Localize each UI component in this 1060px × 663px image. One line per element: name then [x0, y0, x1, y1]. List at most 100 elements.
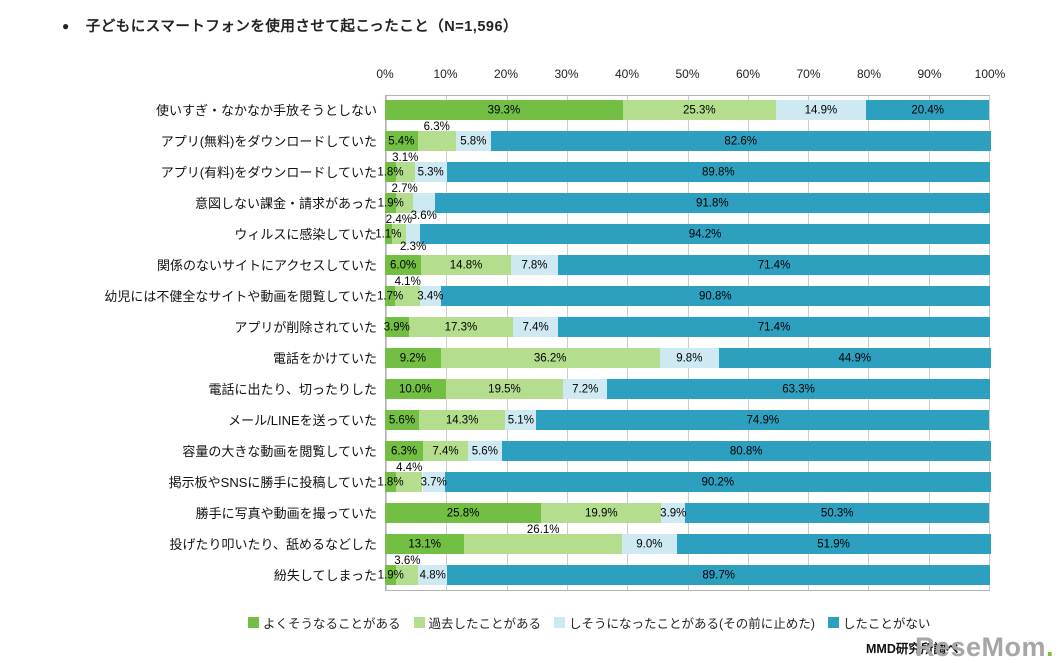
bar-plot: 1.9% 3.6% 4.8% 89.7%	[378, 555, 990, 591]
value-label: 14.8%	[449, 259, 483, 271]
bar-segment	[418, 565, 448, 585]
bar-plot: 5.6% 14.3% 5.1% 74.9%	[385, 405, 990, 436]
value-label: 4.4%	[396, 462, 423, 474]
bar-segment	[541, 503, 662, 523]
chart-row: 投げたり叩いたり、舐めるなどした 13.1% 26.1% 9.0% 51.9%	[0, 524, 991, 560]
value-label: 6.3%	[423, 121, 450, 133]
value-label: 89.8%	[702, 166, 735, 178]
value-label: 91.8%	[695, 197, 729, 209]
bar-segment	[423, 441, 468, 461]
bar-segment	[385, 379, 446, 399]
value-label: 26.1%	[526, 524, 560, 536]
axis-tick: 50%	[675, 67, 700, 81]
gridline	[868, 96, 870, 590]
legend-label: 過去したことがある	[428, 617, 542, 631]
value-label: 36.2%	[533, 352, 567, 364]
value-label: 3.1%	[392, 152, 419, 164]
value-label: 1.8%	[377, 166, 404, 178]
bar-segment	[464, 534, 623, 554]
bar-segment	[385, 317, 409, 337]
bar-plot: 5.4% 6.3% 5.8% 82.6%	[385, 121, 991, 157]
value-label: 7.4%	[432, 445, 459, 457]
legend-swatch	[248, 617, 259, 628]
watermark-dot: .	[1045, 632, 1054, 662]
bar-segment	[607, 379, 990, 399]
chart-row: アプリが削除されていた 3.9% 17.3% 7.4% 71.4%	[0, 312, 990, 343]
bar-segment	[414, 162, 447, 182]
chart-row: メール/LINEを送っていた 5.6% 14.3% 5.1% 74.9%	[0, 405, 990, 436]
bar-segment	[434, 193, 990, 213]
bar-segment	[536, 410, 990, 430]
chart-row: 幼児には不健全なサイトや動画を閲覧していた 1.7% 4.1% 3.4% 90.8%	[0, 276, 990, 312]
bar-segment	[396, 193, 413, 213]
bar-segment	[446, 162, 990, 182]
value-label: 1.9%	[377, 569, 404, 581]
axis-tick: 80%	[856, 67, 882, 81]
value-label: 94.2%	[688, 228, 722, 240]
bar-segment	[420, 224, 990, 244]
value-label: 3.9%	[383, 321, 410, 333]
value-label: 7.2%	[572, 383, 599, 395]
chart-row: 関係のないサイトにアクセスしていた 6.0% 14.8% 7.8% 71.4%	[0, 250, 990, 281]
value-label: 6.0%	[390, 259, 417, 271]
bar-segment	[385, 193, 397, 213]
value-label: 3.4%	[417, 290, 444, 302]
bar-segment	[385, 348, 441, 368]
axis-tick: 10%	[433, 67, 458, 81]
category-label: ウィルスに感染していた	[234, 227, 377, 242]
bar-segment	[622, 534, 677, 554]
value-label: 1.1%	[375, 228, 402, 240]
value-label: 13.1%	[408, 538, 441, 550]
bar-segment	[447, 565, 990, 585]
bar-segment	[622, 100, 776, 120]
bar-segment	[385, 162, 396, 182]
bar-segment	[417, 131, 456, 151]
bar-segment	[385, 441, 424, 461]
legend-item: しそうになったことがある(その前に止めた)	[554, 613, 815, 632]
value-label: 5.6%	[471, 445, 498, 457]
value-label: 5.1%	[507, 414, 534, 426]
chart-row: 掲示板やSNSに勝手に投稿していた 1.8% 4.4% 3.7% 90.2%	[0, 462, 991, 498]
value-label: 63.3%	[782, 383, 815, 395]
value-label: 82.6%	[724, 135, 758, 147]
source-credit: MMD研究所調べ	[866, 642, 959, 656]
bar-plot: 1.1% 2.4% 2.3% 94.2%	[375, 214, 990, 253]
value-label: 89.7%	[702, 569, 735, 581]
bar-plot: 3.9% 17.3% 7.4% 71.4%	[383, 312, 990, 343]
axis-tick: 20%	[493, 67, 519, 81]
bar-segment	[385, 565, 397, 585]
bar-segment	[385, 255, 422, 275]
bar-plot: 6.0% 14.8% 7.8% 71.4%	[385, 250, 990, 281]
category-label: 投げたり叩いたり、舐めるなどした	[169, 537, 377, 552]
legend-item: よくそうなることがある	[248, 613, 401, 632]
bar-segment	[385, 100, 623, 120]
axis-tick: 40%	[614, 67, 640, 81]
value-label: 17.3%	[444, 321, 478, 333]
bar-segment	[395, 286, 421, 306]
value-label: 1.7%	[377, 290, 404, 302]
value-label: 25.3%	[682, 104, 716, 116]
chart-row: 使いすぎ・なかなか手放そうとしない 39.3% 25.3% 14.9% 20.4%	[0, 95, 990, 126]
value-label: 90.8%	[699, 290, 732, 302]
chart-row: 勝手に写真や動画を撮っていた 25.8% 19.9% 3.9% 50.3%	[0, 498, 990, 529]
category-label: アプリ(有料)をダウンロードしていた	[160, 165, 377, 180]
value-label: 51.9%	[817, 538, 850, 550]
bar-plot: 39.3% 25.3% 14.9% 20.4%	[385, 95, 990, 126]
bar-segment	[385, 410, 419, 430]
chart-row: 紛失してしまった 1.9% 3.6% 4.8% 89.7%	[0, 555, 990, 591]
value-label: 14.3%	[445, 414, 479, 426]
value-label: 20.4%	[911, 104, 944, 116]
bar-segment	[385, 503, 542, 523]
gridline	[808, 96, 810, 590]
bar-segment	[385, 224, 392, 244]
bar-segment	[659, 348, 719, 368]
bar-segment	[406, 224, 421, 244]
legend-swatch	[413, 617, 425, 628]
bar-segment	[412, 193, 435, 213]
bar-segment	[395, 472, 423, 492]
category-label: アプリ(無料)をダウンロードしていた	[160, 134, 377, 149]
value-label: 19.9%	[584, 507, 618, 519]
bar-segment	[395, 162, 415, 182]
value-label: 9.2%	[399, 352, 426, 364]
